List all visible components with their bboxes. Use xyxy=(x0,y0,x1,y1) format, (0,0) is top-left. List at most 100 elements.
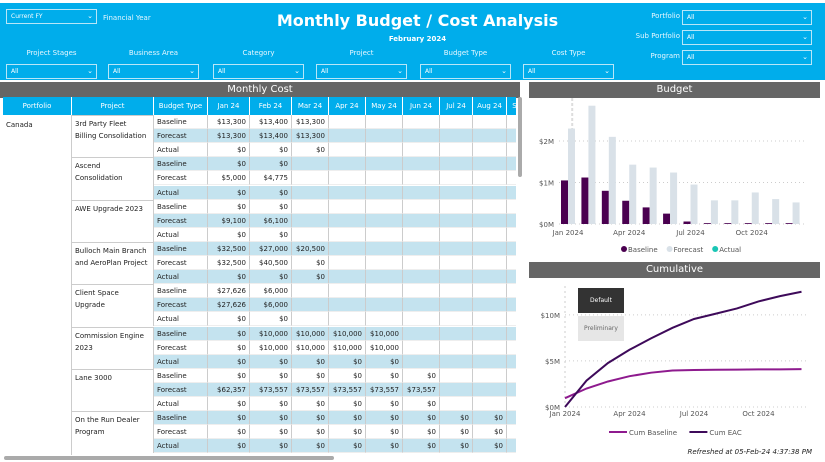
value-cell xyxy=(366,227,403,242)
value-cell: $27,626 xyxy=(208,298,250,313)
column-header[interactable]: May 24 xyxy=(366,97,403,115)
bar-baseline[interactable] xyxy=(703,223,711,224)
bar-baseline[interactable] xyxy=(601,190,609,224)
column-header[interactable]: Jan 24 xyxy=(208,97,250,115)
bar-baseline[interactable] xyxy=(581,177,589,224)
value-cell: $5,000 xyxy=(208,171,250,186)
filter-dropdown[interactable]: All ⌄ xyxy=(682,30,812,45)
value-cell xyxy=(366,143,403,158)
value-cell: $0 xyxy=(403,368,440,383)
column-header[interactable]: Feb 24 xyxy=(250,97,292,115)
value-cell xyxy=(366,199,403,214)
bar-forecast[interactable] xyxy=(588,105,596,224)
filter-dropdown[interactable]: All ⌄ xyxy=(213,64,304,79)
value-cell xyxy=(473,340,507,355)
filter-dropdown[interactable]: All ⌄ xyxy=(6,64,97,79)
budget-type-cell: Baseline xyxy=(154,241,208,256)
filter-label: Portfolio xyxy=(651,12,680,20)
value-cell xyxy=(403,143,440,158)
column-header[interactable]: Aug 24 xyxy=(473,97,507,115)
filter-dropdown[interactable]: All ⌄ xyxy=(108,64,199,79)
bar-forecast[interactable] xyxy=(772,199,780,224)
column-header[interactable]: Jun 24 xyxy=(403,97,440,115)
value-cell xyxy=(403,284,440,299)
bar-forecast[interactable] xyxy=(608,136,616,224)
chevron-down-icon: ⌄ xyxy=(294,67,300,75)
value-cell xyxy=(507,115,516,130)
preliminary-button[interactable]: Preliminary xyxy=(578,316,624,341)
value-cell: $20,500 xyxy=(292,241,329,256)
column-header[interactable]: Mar 24 xyxy=(292,97,329,115)
value-cell xyxy=(292,298,329,313)
bar-forecast[interactable] xyxy=(710,200,718,224)
column-header[interactable]: Apr 24 xyxy=(329,97,366,115)
filter-dropdown[interactable]: All ⌄ xyxy=(316,64,407,79)
x-tick-label: Apr 2024 xyxy=(613,229,646,237)
bar-baseline[interactable] xyxy=(642,207,650,224)
value-cell xyxy=(329,227,366,242)
legend-label[interactable]: Actual xyxy=(719,246,741,254)
column-header[interactable]: Portfolio xyxy=(3,97,72,115)
table-vertical-scrollbar[interactable] xyxy=(518,97,522,177)
financial-year-dropdown[interactable]: Current FY ⌄ xyxy=(6,9,97,24)
filter-dropdown[interactable]: All ⌄ xyxy=(420,64,511,79)
bar-forecast[interactable] xyxy=(568,128,575,224)
bar-baseline[interactable] xyxy=(765,223,773,224)
legend-label[interactable]: Baseline xyxy=(628,246,658,254)
value-cell: $32,500 xyxy=(208,241,250,256)
value-cell xyxy=(507,425,516,440)
default-button[interactable]: Default xyxy=(578,288,624,313)
bar-forecast[interactable] xyxy=(731,200,739,224)
budget-type-cell: Actual xyxy=(154,227,208,242)
filter-value: All xyxy=(321,68,329,75)
bar-forecast[interactable] xyxy=(670,172,678,224)
line-cum-baseline[interactable] xyxy=(564,368,802,400)
value-cell xyxy=(292,213,329,228)
column-header[interactable]: Budget Type xyxy=(154,97,208,115)
bar-baseline[interactable] xyxy=(724,223,732,224)
bar-baseline[interactable] xyxy=(744,223,752,224)
table-row: Actual $0 $0 $0 xyxy=(154,270,516,285)
bar-baseline[interactable] xyxy=(683,221,691,224)
table-row: Actual $0 $0 $0 $0 $0 $0 xyxy=(154,397,516,412)
table-horizontal-scrollbar[interactable] xyxy=(4,456,334,460)
value-cell xyxy=(473,241,507,256)
bar-forecast[interactable] xyxy=(690,184,698,224)
bar-forecast[interactable] xyxy=(751,192,759,224)
budget-type-cell: Baseline xyxy=(154,411,208,426)
chevron-down-icon: ⌄ xyxy=(189,67,195,75)
filter-dropdown[interactable]: All ⌄ xyxy=(682,10,812,25)
value-cell xyxy=(473,143,507,158)
legend-label[interactable]: Cum EAC xyxy=(709,429,741,437)
value-cell: $0 xyxy=(292,397,329,412)
legend-label[interactable]: Forecast xyxy=(674,246,704,254)
value-cell xyxy=(329,312,366,327)
bar-baseline[interactable] xyxy=(785,223,793,224)
line-cum-eac[interactable] xyxy=(564,290,802,408)
y-tick-label: $0M xyxy=(545,404,560,412)
value-cell: $0 xyxy=(292,270,329,285)
column-header[interactable]: S xyxy=(507,97,516,115)
filter-dropdown[interactable]: All ⌄ xyxy=(523,64,614,79)
budget-type-cell: Baseline xyxy=(154,326,208,341)
bar-baseline[interactable] xyxy=(622,200,630,224)
bar-baseline[interactable] xyxy=(561,180,568,224)
cumulative-chart: $0M $5M $10M Jan 2024 Apr 2024 Jul 2024 Oct 20… xyxy=(541,286,807,437)
value-cell: $27,000 xyxy=(250,241,292,256)
value-cell xyxy=(292,185,329,200)
project-cell: Commission Engine 2023 xyxy=(72,326,154,369)
bar-forecast[interactable] xyxy=(649,167,657,224)
value-cell: $0 xyxy=(208,368,250,383)
fy-value: Current FY xyxy=(11,13,43,20)
value-cell: $0 xyxy=(250,397,292,412)
column-header[interactable]: Jul 24 xyxy=(440,97,473,115)
column-header[interactable]: Project xyxy=(72,97,154,115)
bar-forecast[interactable] xyxy=(792,202,800,224)
filter-dropdown[interactable]: All ⌄ xyxy=(682,50,812,65)
value-cell xyxy=(329,143,366,158)
value-cell xyxy=(507,129,516,144)
table-row: Actual $0 $0 $0 $0 $0 xyxy=(154,354,516,369)
bar-forecast[interactable] xyxy=(629,164,637,224)
bar-baseline[interactable] xyxy=(663,213,671,224)
legend-label[interactable]: Cum Baseline xyxy=(629,429,677,437)
